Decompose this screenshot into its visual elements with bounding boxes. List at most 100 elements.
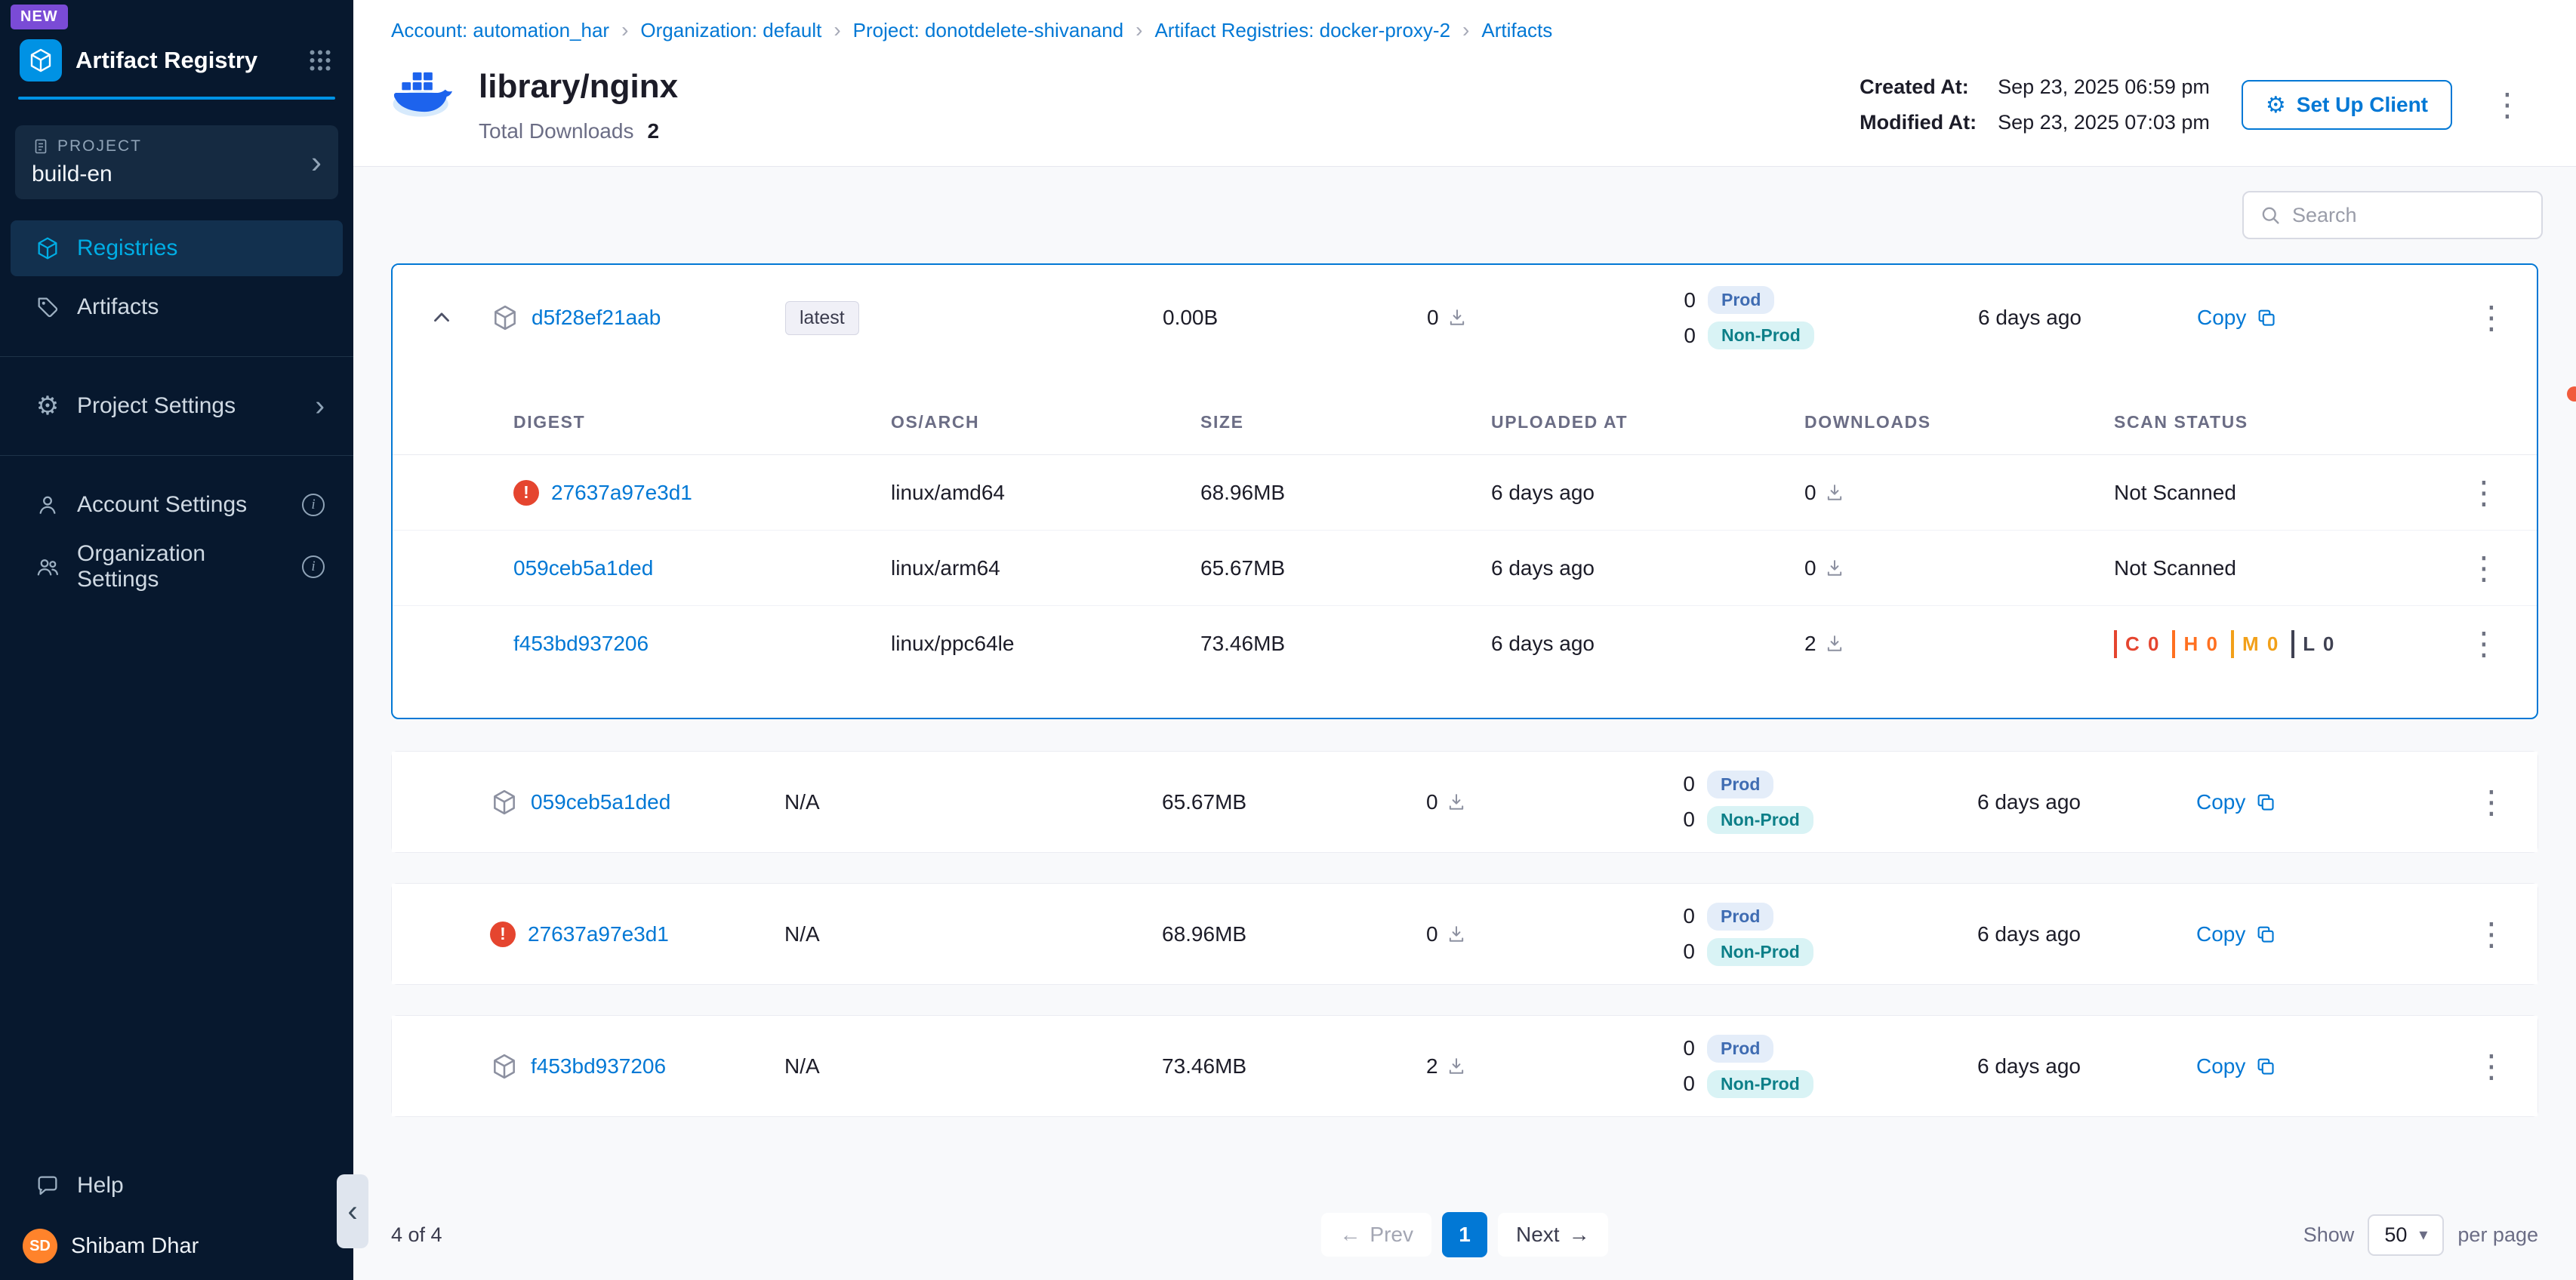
header-kebab-menu[interactable]: ⋮ (2491, 86, 2523, 123)
breadcrumb-artifacts[interactable]: Artifacts (1481, 18, 1553, 42)
downloads-cell: 2 (1426, 1054, 1675, 1078)
downloads-cell: 0 (1804, 556, 2114, 580)
downloads-cell: 0 (1427, 306, 1676, 330)
search-box (2242, 191, 2543, 239)
uploaded-cell: 6 days ago (1491, 480, 1595, 504)
search-input[interactable] (2292, 203, 2526, 227)
breadcrumb-registry[interactable]: Artifact Registries: docker-proxy-2 (1154, 18, 1451, 42)
pagination: 4 of 4 ← Prev 1 Next → Show 50 ▾ per page (353, 1206, 2576, 1280)
digest-link[interactable]: f453bd937206 (513, 632, 649, 655)
package-icon (491, 303, 519, 332)
page-number-1[interactable]: 1 (1442, 1212, 1487, 1257)
user-menu[interactable]: SD Shibam Dhar (0, 1217, 353, 1280)
updated-cell: 6 days ago (1978, 306, 2081, 329)
col-uploaded-at: UPLOADED AT (1491, 412, 1628, 432)
breadcrumb-organization[interactable]: Organization: default (640, 18, 822, 42)
copy-button[interactable]: Copy (2196, 790, 2445, 814)
people-icon (35, 554, 60, 580)
download-icon (1446, 792, 1467, 813)
digest-row[interactable]: ! 059ceb5a1ded linux/arm64 65.67MB 6 day… (393, 531, 2537, 606)
version-link[interactable]: 059ceb5a1ded (531, 789, 671, 814)
page-title: library/nginx (479, 68, 679, 105)
apps-grid-icon[interactable] (307, 47, 334, 74)
row-kebab-menu[interactable]: ⋮ (2476, 783, 2507, 820)
downloads-count: 2 (1804, 632, 1816, 655)
spacer (0, 598, 353, 1155)
project-selector[interactable]: PROJECT build-en › (15, 125, 338, 199)
sidebar-item-project-settings[interactable]: ⚙ Project Settings › (11, 378, 343, 434)
page-size-value: 50 (2384, 1223, 2408, 1246)
sidebar-collapse-handle[interactable]: ‹ (337, 1174, 368, 1248)
os-arch-cell: linux/ppc64le (891, 632, 1015, 655)
downloads-count: 2 (1426, 1054, 1438, 1078)
prev-page-button[interactable]: ← Prev (1321, 1213, 1431, 1257)
row-kebab-menu[interactable]: ⋮ (2476, 299, 2507, 336)
sidebar-item-help[interactable]: Help (11, 1158, 343, 1214)
row-kebab-menu[interactable]: ⋮ (2468, 625, 2500, 662)
sidebar-item-account-settings[interactable]: Account Settings i (11, 477, 343, 533)
project-doc-icon (32, 137, 50, 155)
total-downloads-label: Total Downloads (479, 119, 634, 143)
copy-icon (2254, 791, 2277, 814)
row-kebab-menu[interactable]: ⋮ (2476, 915, 2507, 952)
version-row-expanded[interactable]: d5f28ef21aab latest 0.00B 0 0 Prod 0 Non-P… (393, 265, 2537, 371)
version-link[interactable]: d5f28ef21aab (532, 306, 661, 329)
version-row[interactable]: ! 27637a97e3d1 N/A 68.96MB 0 0 Prod 0 Non-… (392, 884, 2537, 984)
high-count: H 0 (2172, 629, 2230, 658)
nav-label: Account Settings (77, 492, 248, 517)
download-icon (1824, 633, 1845, 654)
breadcrumb-account[interactable]: Account: automation_har (391, 18, 610, 42)
total-downloads-value: 2 (647, 119, 660, 143)
row-kebab-menu[interactable]: ⋮ (2468, 473, 2500, 511)
help-chat-icon (35, 1173, 60, 1198)
version-link[interactable]: f453bd937206 (531, 1054, 667, 1078)
download-icon (1447, 307, 1468, 328)
sidebar-item-registries[interactable]: Registries (11, 220, 343, 276)
digest-row[interactable]: ! 27637a97e3d1 linux/amd64 68.96MB 6 day… (393, 455, 2537, 531)
environments-cell: 0 Prod 0 Non-Prod (1675, 770, 1977, 834)
nonprod-badge: Non-Prod (1708, 322, 1814, 349)
sidebar: NEW Artifact Registry PROJECT build-en ›… (0, 0, 353, 1280)
arrow-left-icon: ← (1339, 1223, 1361, 1246)
digest-link[interactable]: 27637a97e3d1 (551, 480, 692, 504)
copy-button[interactable]: Copy (2196, 1054, 2445, 1078)
nonprod-count: 0 (1683, 1072, 1695, 1095)
downloads-count: 0 (1804, 480, 1816, 504)
per-page-label: per page (2457, 1223, 2538, 1246)
nav-label: Organization Settings (77, 541, 206, 592)
downloads-cell: 0 (1426, 790, 1675, 814)
registry-icon (35, 235, 60, 261)
download-icon (1824, 558, 1845, 579)
version-link[interactable]: 27637a97e3d1 (528, 922, 669, 946)
sidebar-item-organization-settings[interactable]: Organization Settings i (11, 539, 343, 595)
info-icon: i (302, 555, 325, 578)
download-icon (1824, 482, 1845, 503)
nav-label: Artifacts (77, 294, 159, 319)
copy-button[interactable]: Copy (2196, 922, 2445, 946)
digest-row[interactable]: ! f453bd937206 linux/ppc64le 73.46MB 6 d… (393, 606, 2537, 682)
sidebar-item-artifacts[interactable]: Artifacts (11, 279, 343, 335)
next-page-button[interactable]: Next → (1498, 1213, 1608, 1257)
breadcrumb-project[interactable]: Project: donotdelete-shivanand (852, 18, 1124, 42)
new-badge: NEW (11, 5, 68, 29)
row-kebab-menu[interactable]: ⋮ (2476, 1047, 2507, 1085)
nonprod-badge: Non-Prod (1707, 805, 1813, 834)
tag-cell: N/A (784, 922, 820, 946)
nonprod-count: 0 (1683, 940, 1695, 963)
collapse-caret[interactable] (393, 305, 491, 331)
toolbar (353, 167, 2576, 262)
info-icon: i (302, 494, 325, 516)
page-size-select[interactable]: 50 ▾ (2368, 1214, 2445, 1256)
digest-link[interactable]: 059ceb5a1ded (513, 555, 654, 580)
copy-button[interactable]: Copy (2197, 306, 2446, 330)
setup-client-button[interactable]: ⚙ Set Up Client (2241, 80, 2452, 130)
nonprod-count: 0 (1683, 808, 1695, 831)
prod-count: 0 (1683, 904, 1695, 928)
person-icon (35, 492, 60, 518)
row-kebab-menu[interactable]: ⋮ (2468, 549, 2500, 586)
size-cell: 73.46MB (1162, 1054, 1247, 1078)
prod-badge: Prod (1707, 1034, 1774, 1063)
